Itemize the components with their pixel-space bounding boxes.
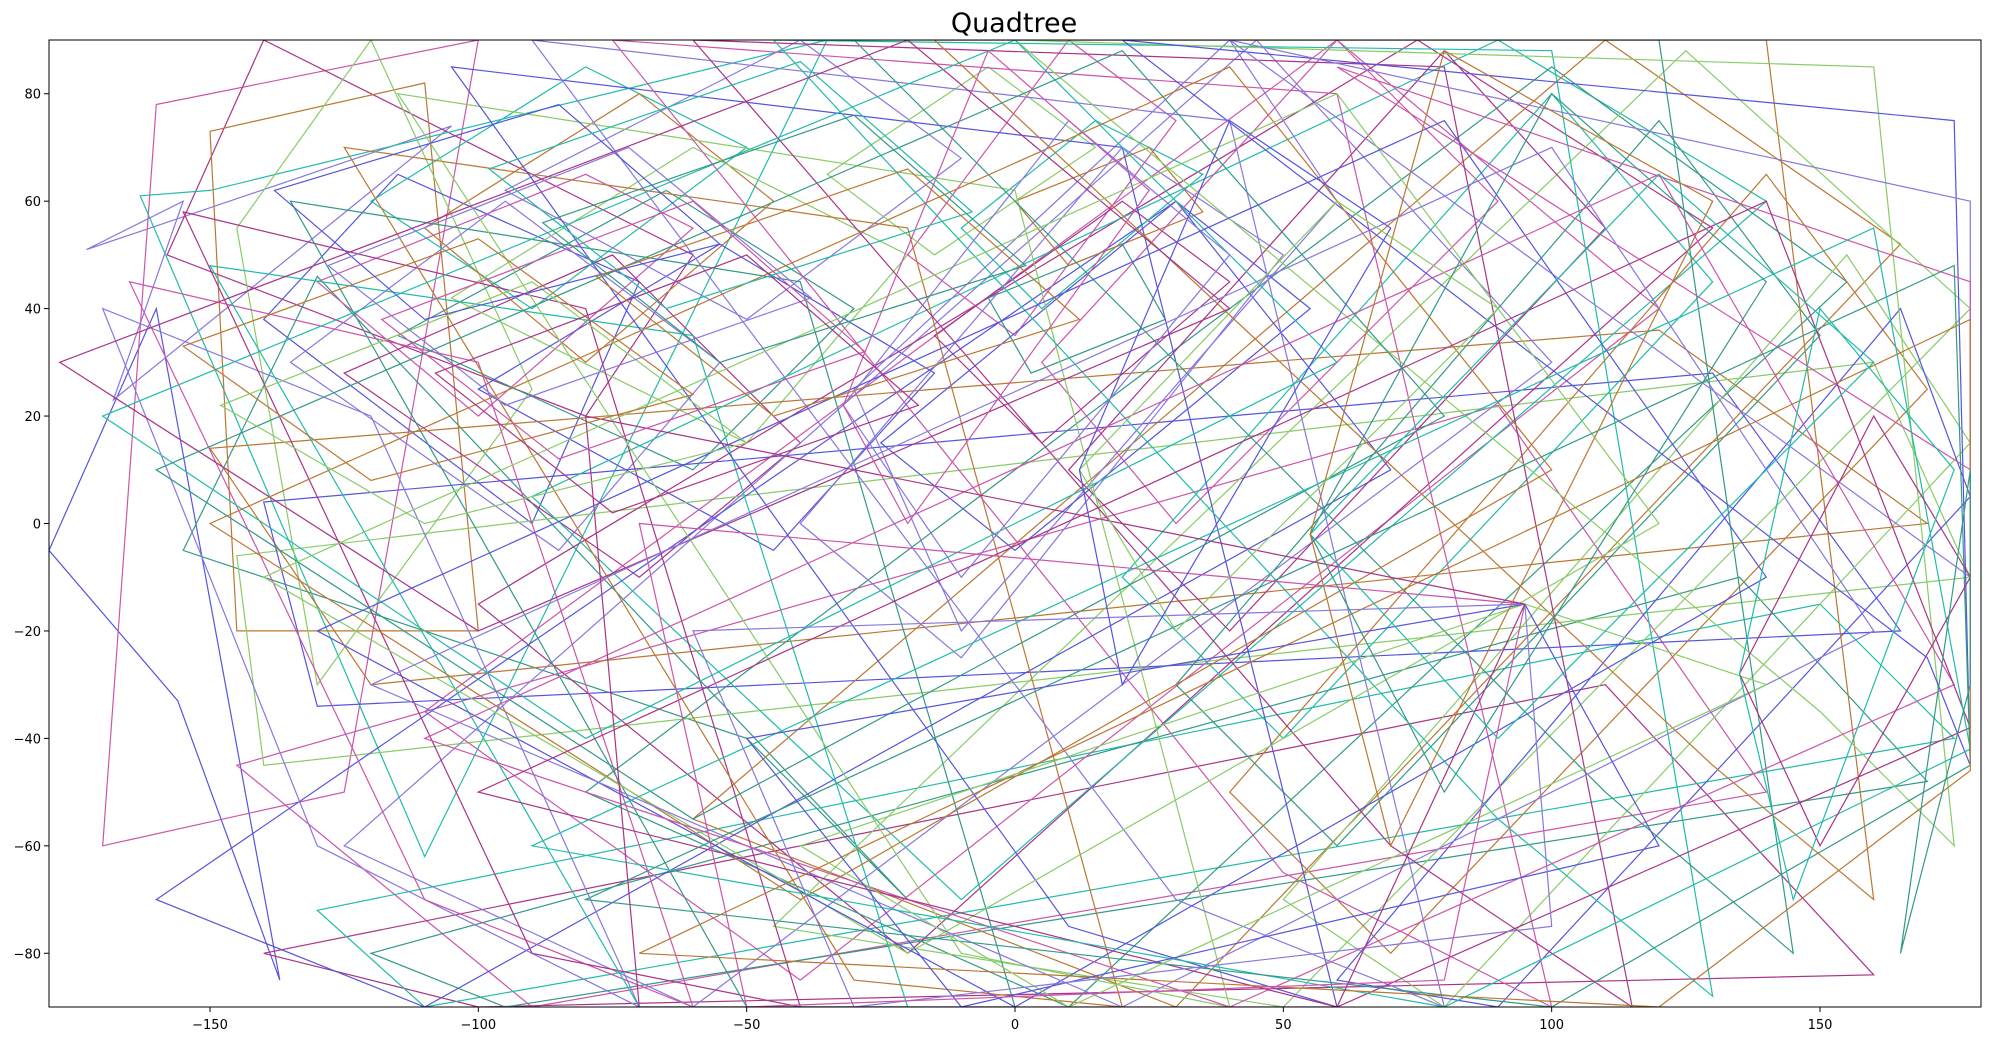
quadtree-shape (960, 119, 1204, 310)
quadtree-shape (423, 92, 775, 364)
quadtree-shape (611, 40, 1553, 1007)
y-tick-label: 20 (24, 410, 41, 425)
quadtree-shape (343, 40, 1553, 1007)
quadtree-shape (798, 603, 1768, 1007)
quadtree-shape (139, 40, 828, 859)
quadtree-shape (181, 238, 695, 482)
quadtree-shape (1309, 49, 1714, 848)
x-tick-label: −150 (192, 1018, 228, 1033)
y-tick-label: 60 (24, 195, 41, 210)
quadtree-shape (369, 576, 1929, 1007)
quadtree-shape (853, 40, 1795, 955)
quadtree-shape (639, 318, 1971, 1007)
quadtree-shape (155, 49, 1446, 820)
quadtree-shape (933, 40, 1875, 902)
x-tick-label: 100 (1539, 1018, 1564, 1033)
quadtree-shape (826, 66, 1097, 256)
quadtree-shape (49, 306, 281, 981)
quadtree-shape (799, 146, 1285, 659)
quadtree-shape (380, 200, 866, 460)
quadtree-shape (182, 211, 801, 1007)
quadtree-shape (1014, 40, 1955, 848)
quadtree-shape (208, 66, 1553, 901)
quadtree-shape (1078, 119, 1392, 687)
x-tick-label: −100 (460, 1018, 496, 1033)
quadtree-shape (369, 146, 1875, 1007)
quadtree-shape (691, 40, 1902, 1007)
quadtree-shape (208, 264, 909, 1007)
quadtree-shape (879, 200, 1312, 552)
x-axis: −150 −100 −50 0 50 100 150 (192, 1007, 1832, 1033)
x-tick-label: 0 (1011, 1018, 1019, 1033)
y-tick-label: −80 (14, 947, 41, 962)
quadtree-shape (326, 146, 813, 406)
quadtree-shape (477, 243, 936, 552)
quadtree-shape (166, 40, 694, 417)
quadtree-shape (236, 40, 533, 687)
y-tick-label: −40 (14, 732, 41, 747)
quadtree-shape (316, 603, 1956, 1007)
quadtree-shape (101, 307, 640, 1007)
y-tick-label: 80 (24, 88, 41, 103)
quadtree-shape (1336, 66, 1971, 631)
quadtree-shape (273, 103, 722, 321)
quadtree-shape (477, 40, 1714, 955)
quadtree-shape (263, 684, 1876, 1007)
quadtree-shape (58, 40, 1231, 632)
quadtree-shape (692, 603, 1553, 1007)
quadtree-shape (842, 49, 1151, 525)
quadtree-shape (102, 40, 479, 847)
y-tick-label: −20 (14, 625, 41, 640)
quadtree-shape (772, 40, 1714, 998)
quadtree-shape (1309, 173, 1875, 740)
quadtree-shape (86, 125, 452, 402)
quadtree-shape (315, 119, 1768, 1007)
quadtree-shape (531, 40, 1445, 1007)
quadtree-shape (434, 254, 920, 514)
quadtree-shape (1899, 469, 1971, 954)
quadtree-shape (745, 603, 1660, 1007)
y-axis: −80 −60 −40 −20 0 20 40 60 80 (14, 88, 49, 962)
quadtree-shape (235, 404, 1768, 1007)
quadtree-shape (503, 40, 963, 321)
chart-title: Quadtree (951, 8, 1077, 39)
quadtree-shape (1309, 92, 1768, 794)
y-tick-label: −60 (14, 840, 41, 855)
quadtree-shape (1738, 307, 1955, 902)
quadtree-shape (1078, 200, 1499, 632)
quadtree-shape (842, 119, 1231, 579)
quadtree-shape (585, 415, 1526, 1007)
quadtree-shape (396, 92, 1231, 1007)
quadtree-shape (1041, 40, 1499, 525)
quadtree-shape (101, 40, 1339, 740)
quadtree-shape (128, 280, 694, 1007)
quadtree-shape (595, 168, 1081, 417)
quadtree-shape (450, 66, 1338, 1007)
y-tick-label: 40 (24, 303, 41, 318)
quadtree-shape (906, 40, 1177, 337)
quadtree-shape (219, 281, 749, 525)
quadtree-shape (316, 173, 695, 417)
x-tick-label: 50 (1275, 1018, 1292, 1033)
y-tick-label: 0 (33, 518, 41, 533)
quadtree-shape (541, 114, 1027, 363)
quadtree-shape (343, 146, 1123, 1007)
quadtree-shape (692, 40, 1633, 1007)
quadtree-shape (1229, 40, 1971, 685)
x-tick-label: 150 (1808, 1018, 1833, 1033)
quadtree-shape (487, 60, 974, 310)
quadtree-shape (1121, 92, 1714, 740)
x-tick-label: −50 (733, 1018, 760, 1033)
quadtree-shape (1014, 146, 1204, 267)
quadtree-shapes (49, 40, 1972, 1007)
